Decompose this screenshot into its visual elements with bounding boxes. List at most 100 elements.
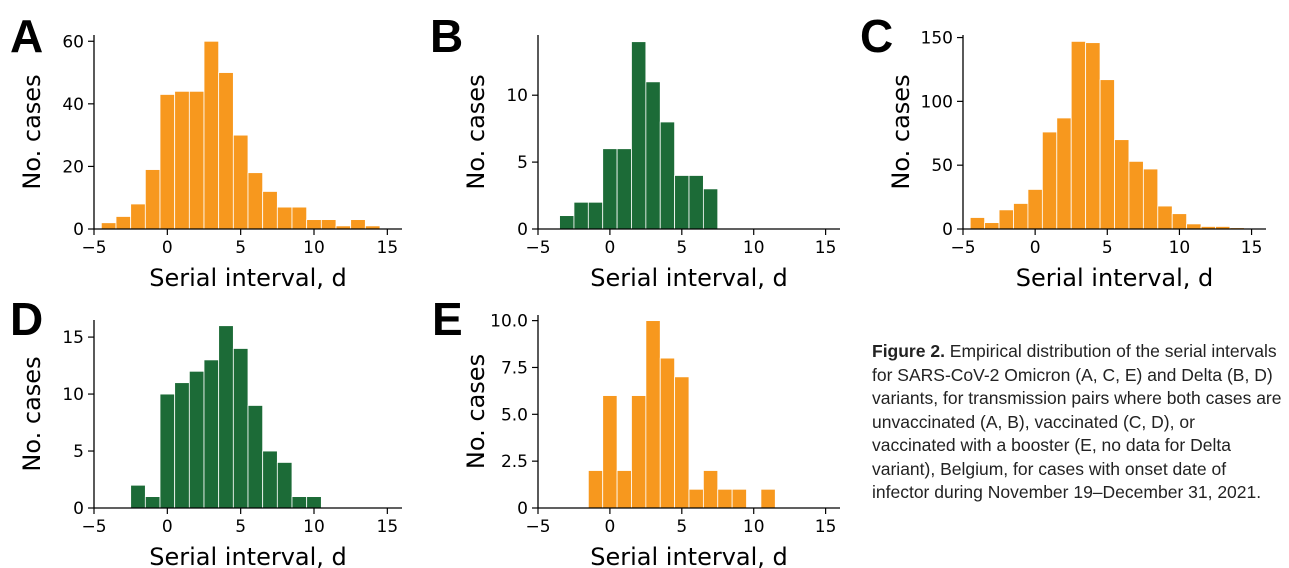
x-tick-label: 0	[162, 517, 173, 537]
histogram-bar	[616, 148, 632, 230]
caption-label: Figure 2.	[872, 341, 945, 361]
y-tick-label: 5	[517, 153, 528, 173]
histogram-bar	[144, 169, 161, 230]
histogram-bar	[188, 370, 205, 509]
histogram-bar	[1027, 189, 1043, 230]
histogram-bar	[262, 191, 278, 230]
x-tick-label: 10	[743, 238, 765, 258]
histogram-bar	[688, 488, 704, 509]
histogram-bar	[1128, 160, 1144, 230]
histogram-bar	[1099, 79, 1115, 230]
histogram-bar	[1186, 223, 1202, 230]
histogram-bar	[174, 382, 190, 509]
histogram-bar	[276, 462, 293, 509]
histogram-bar	[717, 488, 733, 509]
x-tick-label: −5	[81, 517, 106, 537]
histogram-bar	[760, 488, 776, 509]
x-tick-label: 0	[604, 238, 615, 258]
histogram-bar	[320, 219, 337, 230]
histogram-bar	[130, 484, 146, 509]
histogram-bar	[659, 357, 676, 509]
panel-letter-E: E	[432, 293, 463, 345]
histogram-bar	[262, 450, 278, 509]
y-tick-label: 5	[73, 442, 84, 462]
histogram-bar	[1056, 117, 1072, 230]
y-tick-label: 7.5	[501, 358, 528, 378]
histogram-bar	[602, 395, 618, 509]
histogram-bar	[1171, 213, 1188, 230]
y-tick-label: 0	[73, 499, 84, 519]
histogram-bar	[645, 320, 661, 509]
histogram-bar	[276, 206, 293, 230]
x-tick-label: 5	[676, 517, 687, 537]
histogram-bar	[203, 40, 220, 230]
histogram-bar	[587, 470, 604, 509]
x-tick-label: −5	[525, 517, 550, 537]
y-tick-label: 15	[62, 328, 84, 348]
x-tick-label: 10	[303, 517, 325, 537]
histogram-bar	[247, 405, 264, 509]
y-tick-label: 40	[62, 95, 84, 115]
y-axis-label: No. cases	[18, 74, 46, 189]
histogram-bar	[616, 470, 632, 509]
x-tick-label: 15	[815, 238, 837, 258]
histogram-bar	[587, 201, 604, 230]
histogram-bar	[688, 175, 704, 230]
histogram-bar	[159, 94, 176, 230]
histogram-bar	[631, 395, 647, 509]
x-axis-label: Serial interval, d	[149, 543, 347, 568]
x-tick-label: 10	[1169, 238, 1191, 258]
histogram-bar	[731, 488, 747, 509]
histogram-bar	[1157, 205, 1173, 230]
histogram-bar	[218, 72, 234, 230]
histogram-bar	[674, 376, 690, 509]
x-axis-label: Serial interval, d	[590, 264, 788, 292]
histogram-bar	[232, 134, 249, 230]
histogram-bar	[203, 359, 220, 509]
histogram-bar	[188, 90, 205, 230]
histogram-bar	[631, 41, 647, 230]
y-axis-label: No. cases	[887, 74, 915, 189]
histogram-bar	[602, 148, 618, 230]
y-tick-label: 10	[62, 385, 84, 405]
histogram-bar	[645, 81, 661, 230]
histogram-bar	[218, 325, 234, 509]
panel-letter-B: B	[430, 10, 463, 62]
histogram-bar	[115, 216, 132, 230]
panel-letter-C: C	[860, 10, 893, 62]
histogram-bar	[1013, 203, 1029, 230]
histogram-bar	[174, 90, 190, 230]
y-tick-label: 5.0	[501, 405, 528, 425]
x-tick-label: 0	[604, 517, 615, 537]
figure-caption: Figure 2. Empirical distribution of the …	[872, 340, 1282, 505]
x-tick-label: 10	[743, 517, 765, 537]
histogram-bar	[984, 222, 1000, 230]
y-tick-label: 50	[931, 156, 953, 176]
histogram-bar	[969, 217, 986, 230]
histogram-bar	[232, 348, 249, 509]
histogram-bar	[559, 215, 575, 230]
y-tick-label: 2.5	[501, 452, 528, 472]
x-axis-label: Serial interval, d	[590, 543, 788, 568]
x-tick-label: 15	[377, 238, 399, 258]
y-tick-label: 100	[921, 92, 953, 112]
y-axis-label: No. cases	[462, 354, 490, 469]
y-tick-label: 60	[62, 32, 84, 52]
x-tick-label: −5	[81, 238, 106, 258]
histogram-bar	[100, 222, 117, 230]
histogram-bar	[291, 496, 308, 509]
y-tick-label: 0	[517, 499, 528, 519]
y-axis-label: No. cases	[18, 356, 46, 471]
x-axis-label: Serial interval, d	[149, 264, 347, 292]
histogram-bar	[702, 188, 719, 230]
histogram-bar	[998, 209, 1014, 230]
y-axis-label: No. cases	[462, 74, 490, 189]
histogram-bar	[702, 470, 719, 509]
histogram-bar	[350, 219, 366, 230]
panel-letter-D: D	[10, 293, 43, 345]
